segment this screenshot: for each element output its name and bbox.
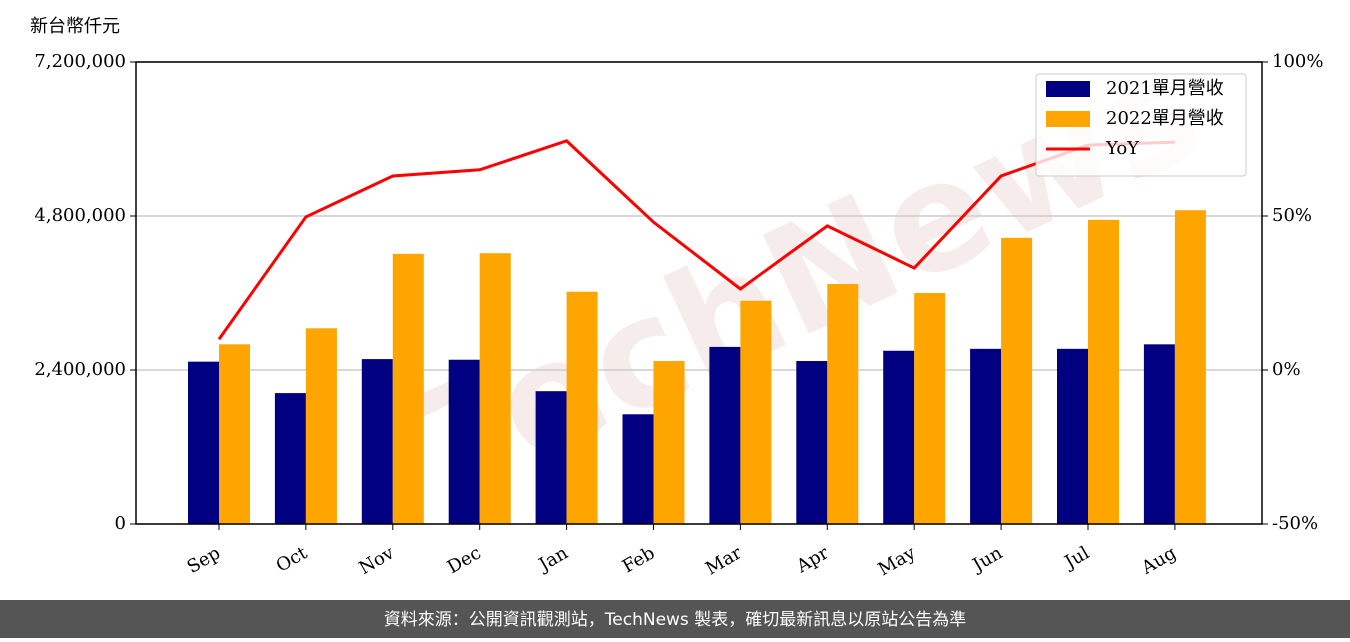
y2-tick-label: 100% [1272,51,1323,72]
plot-frame [135,61,1263,525]
x-tick-label: Sep [184,542,224,577]
bar [448,359,480,524]
x-tick-label: Aug [1137,542,1180,579]
bar [883,350,915,524]
bar [827,284,859,524]
x-tick-label: Jan [534,542,572,576]
x-tick-label: Jun [968,542,1007,577]
x-tick-label: Dec [444,542,485,578]
line [217,139,1175,341]
bar [305,328,337,524]
y-tick-label: 7,200,000 [34,51,126,72]
bar [392,253,424,524]
bar [740,300,772,524]
bar [274,393,306,524]
bar [622,414,654,524]
y2-tick-label: 0% [1272,359,1301,380]
legend-label: 2022單月營收 [1106,108,1224,129]
bar [1174,210,1206,524]
y2-tick-label: -50% [1272,513,1318,534]
x-tick-label: Feb [619,542,659,577]
bar [1057,348,1088,524]
legend-swatch [1046,111,1090,127]
bar [709,346,741,524]
y-tick-label: 0 [115,513,126,534]
bar [188,361,219,524]
legend-label: YoY [1105,138,1140,159]
x-tick-label: Nov [355,542,398,579]
bar [914,293,946,524]
x-tick-label: Mar [702,542,746,579]
bar [566,291,598,524]
y2-tick-label: 50% [1272,205,1312,226]
bar [1088,219,1119,524]
bar [1143,344,1175,524]
bar [479,253,511,524]
bar [970,348,1002,524]
x-tick-label: May [875,542,920,580]
bar [1001,237,1033,525]
footer-bar [0,600,1350,638]
bar [361,359,393,524]
bar [796,361,828,524]
legend-label: 2021單月營收 [1106,78,1224,99]
x-tick-label: Apr [792,542,832,577]
x-tick-label: Oct [273,542,312,577]
x-tick-label: Jul [1059,542,1093,574]
footer: 資料來源：公開資訊觀測站，TechNews 製表，確切最新訊息以原站公告為準 [384,610,966,630]
y-tick-label: 2,400,000 [34,359,126,380]
y-axis-label: 新台幣仟元 [30,16,120,37]
bar [535,391,567,524]
y-tick-label: 4,800,000 [34,205,126,226]
bar [219,344,250,524]
bar [653,361,685,524]
legend-swatch [1046,81,1090,97]
